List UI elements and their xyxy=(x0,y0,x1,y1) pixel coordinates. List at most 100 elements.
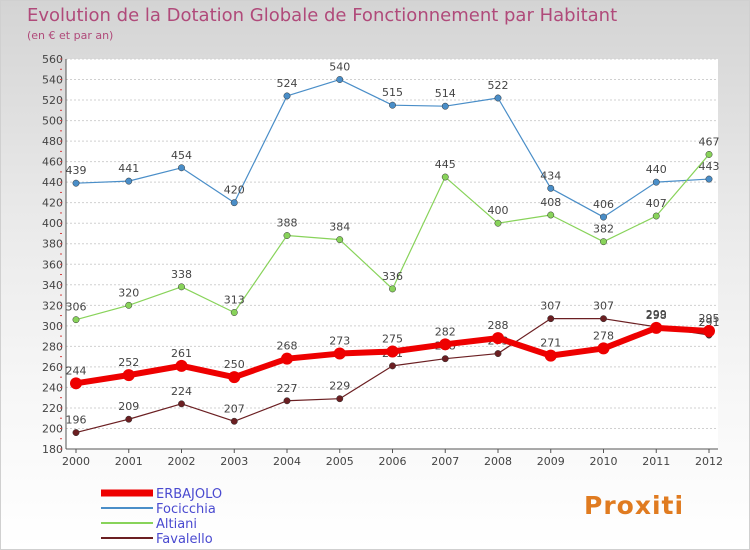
data-label-focicchia: 540 xyxy=(329,61,350,74)
data-label-erbajolo: 244 xyxy=(66,364,87,377)
y-tick-label: 460 xyxy=(42,156,63,169)
data-label-altiani: 313 xyxy=(224,294,245,307)
data-point-erbajolo xyxy=(492,332,504,345)
data-point-focicchia xyxy=(652,178,660,186)
data-label-focicchia: 441 xyxy=(118,162,139,175)
data-label-erbajolo: 282 xyxy=(435,325,456,338)
data-label-favalello: 207 xyxy=(224,402,245,415)
data-point-favalello xyxy=(72,429,80,437)
data-point-favalello xyxy=(178,400,185,408)
y-tick-label: 440 xyxy=(42,176,63,189)
data-label-focicchia: 454 xyxy=(171,149,192,162)
data-point-focicchia xyxy=(441,102,449,110)
data-point-erbajolo xyxy=(386,345,399,358)
data-point-altiani xyxy=(125,301,133,309)
data-point-erbajolo xyxy=(70,377,82,390)
y-tick-label: 360 xyxy=(42,258,63,271)
x-tick-label: 2010 xyxy=(590,455,618,468)
legend-label-erbajolo: ERBAJOLO xyxy=(156,487,222,502)
data-point-altiani xyxy=(178,283,185,291)
y-tick-label: 420 xyxy=(42,197,63,210)
data-point-focicchia xyxy=(389,101,396,109)
data-label-altiani: 407 xyxy=(646,197,667,210)
data-point-favalello xyxy=(547,315,555,323)
y-tick-label: 560 xyxy=(42,53,63,66)
data-point-focicchia xyxy=(125,177,133,185)
data-label-erbajolo: 295 xyxy=(699,312,720,325)
y-tick-label: 260 xyxy=(42,361,63,374)
data-point-altiani xyxy=(705,150,713,158)
data-point-altiani xyxy=(230,309,238,316)
data-point-erbajolo xyxy=(122,369,135,382)
data-label-focicchia: 406 xyxy=(593,198,614,211)
x-tick-label: 2012 xyxy=(695,455,723,468)
data-label-erbajolo: 271 xyxy=(540,337,561,350)
data-label-favalello: 229 xyxy=(329,380,350,393)
data-label-favalello: 196 xyxy=(66,414,87,427)
data-point-erbajolo xyxy=(333,347,346,360)
data-point-altiani xyxy=(441,173,449,181)
data-point-focicchia xyxy=(178,164,185,172)
data-label-favalello: 307 xyxy=(593,300,614,313)
data-point-focicchia xyxy=(230,199,238,207)
data-label-focicchia: 443 xyxy=(699,160,720,173)
data-point-erbajolo xyxy=(228,371,241,384)
chart-title: Evolution de la Dotation Globale de Fonc… xyxy=(27,5,618,26)
legend-label-focicchia: Focicchia xyxy=(156,502,216,517)
data-label-altiani: 408 xyxy=(540,196,561,209)
data-point-altiani xyxy=(600,238,607,246)
data-label-altiani: 388 xyxy=(277,217,298,230)
data-point-altiani xyxy=(652,212,660,220)
x-tick-label: 2003 xyxy=(220,455,248,468)
data-point-altiani xyxy=(72,316,80,324)
data-label-focicchia: 440 xyxy=(646,163,667,176)
x-tick-label: 2011 xyxy=(642,455,670,468)
data-label-altiani: 467 xyxy=(699,135,720,148)
plot-area xyxy=(66,59,718,449)
data-label-erbajolo: 278 xyxy=(593,329,614,342)
y-tick-label: 340 xyxy=(42,279,63,292)
y-tick-label: 180 xyxy=(42,443,63,456)
y-tick-label: 480 xyxy=(42,135,63,148)
data-label-erbajolo: 252 xyxy=(118,356,139,369)
data-label-favalello: 224 xyxy=(171,385,192,398)
data-point-focicchia xyxy=(283,92,291,100)
data-label-favalello: 291 xyxy=(699,316,720,329)
data-label-favalello: 209 xyxy=(118,400,139,413)
data-label-favalello: 307 xyxy=(540,300,561,313)
y-tick-label: 400 xyxy=(42,217,63,230)
data-point-favalello xyxy=(389,362,396,370)
data-point-favalello xyxy=(230,417,238,425)
data-point-favalello xyxy=(494,350,502,358)
data-label-favalello: 227 xyxy=(277,382,298,395)
chart-subtitle: (en € et par an) xyxy=(27,29,114,42)
y-tick-label: 200 xyxy=(42,422,63,435)
data-point-altiani xyxy=(283,232,291,239)
data-label-focicchia: 515 xyxy=(382,86,403,99)
y-tick-label: 500 xyxy=(42,115,63,128)
x-tick-label: 2006 xyxy=(379,455,407,468)
data-point-altiani xyxy=(547,211,555,219)
data-label-erbajolo: 268 xyxy=(277,340,298,353)
data-point-favalello xyxy=(441,355,449,363)
y-tick-label: 280 xyxy=(42,340,63,353)
y-tick-label: 540 xyxy=(42,74,63,87)
data-label-altiani: 400 xyxy=(488,204,509,217)
data-label-altiani: 306 xyxy=(66,301,87,314)
data-point-altiani xyxy=(494,219,502,227)
data-point-focicchia xyxy=(705,175,713,183)
x-tick-label: 2005 xyxy=(326,455,354,468)
data-label-altiani: 382 xyxy=(593,223,614,236)
data-point-erbajolo xyxy=(281,352,293,365)
legend-label-altiani: Altiani xyxy=(156,517,197,532)
data-point-erbajolo xyxy=(439,338,452,351)
data-label-focicchia: 434 xyxy=(540,169,561,182)
data-point-favalello xyxy=(600,315,607,323)
data-point-focicchia xyxy=(494,94,502,102)
data-label-altiani: 336 xyxy=(382,270,403,283)
x-tick-label: 2008 xyxy=(484,455,512,468)
data-point-favalello xyxy=(336,395,344,403)
data-label-focicchia: 514 xyxy=(435,87,456,100)
data-label-focicchia: 420 xyxy=(224,184,245,197)
data-point-erbajolo xyxy=(650,321,663,334)
